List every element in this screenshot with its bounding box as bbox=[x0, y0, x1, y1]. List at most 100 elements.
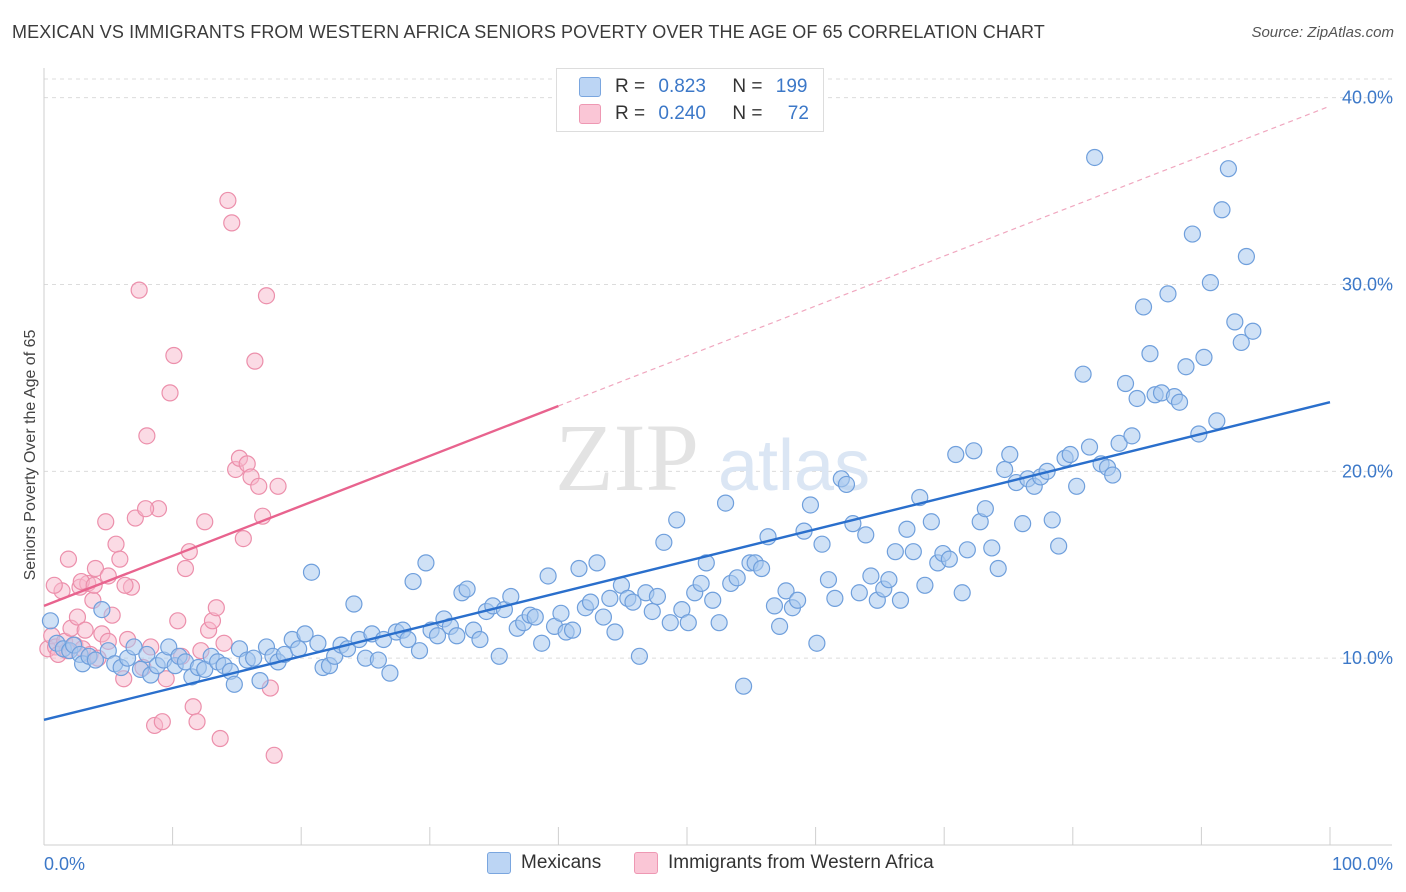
point-mexicans bbox=[643, 602, 661, 621]
point-mexicans bbox=[697, 554, 715, 572]
point-mexicans bbox=[777, 582, 795, 600]
legend-n-value: 72 bbox=[787, 103, 809, 124]
point-mexicans bbox=[369, 651, 387, 669]
point-western-africa bbox=[219, 191, 237, 210]
point-mexicans bbox=[765, 597, 784, 615]
point-mexicans bbox=[1244, 322, 1262, 340]
watermark-atlas: atlas bbox=[718, 426, 870, 506]
point-mexicans bbox=[1232, 333, 1250, 352]
point-mexicans bbox=[570, 559, 588, 578]
point-western-africa bbox=[111, 550, 129, 568]
point-mexicans bbox=[770, 617, 789, 636]
point-mexicans bbox=[692, 574, 710, 593]
point-western-africa bbox=[76, 621, 94, 639]
legend-label-western-africa: Immigrants from Western Africa bbox=[668, 852, 934, 873]
point-mexicans bbox=[251, 671, 269, 690]
point-mexicans bbox=[601, 589, 619, 607]
trend-extension-western-africa bbox=[558, 105, 1331, 407]
point-mexicans bbox=[1141, 345, 1159, 363]
point-western-africa bbox=[45, 576, 63, 594]
point-mexicans bbox=[1237, 247, 1256, 266]
y-tick-label: 30.0% bbox=[1342, 275, 1393, 295]
point-mexicans bbox=[428, 627, 447, 645]
point-western-africa bbox=[153, 713, 171, 731]
point-western-africa bbox=[59, 550, 78, 568]
point-western-africa bbox=[165, 346, 183, 365]
point-mexicans bbox=[837, 475, 856, 494]
point-western-africa bbox=[184, 698, 202, 716]
point-mexicans bbox=[710, 614, 728, 632]
point-mexicans bbox=[1104, 466, 1122, 484]
point-mexicans bbox=[533, 634, 551, 652]
point-mexicans bbox=[976, 500, 994, 518]
legend-n-value: 199 bbox=[775, 76, 808, 97]
point-western-africa bbox=[97, 513, 115, 531]
point-mexicans bbox=[965, 442, 983, 460]
x-tick-label: 0.0% bbox=[44, 854, 85, 874]
data-points bbox=[39, 148, 1262, 764]
axes bbox=[43, 68, 1392, 846]
point-mexicans bbox=[996, 460, 1014, 479]
point-mexicans bbox=[826, 589, 844, 607]
y-tick-label: 20.0% bbox=[1342, 461, 1393, 481]
point-mexicans bbox=[1159, 285, 1177, 303]
point-western-africa bbox=[136, 500, 155, 518]
point-mexicans bbox=[381, 664, 399, 682]
legend-item-western-africa: Immigrants from Western Africa bbox=[634, 852, 934, 874]
point-western-africa bbox=[116, 576, 134, 594]
point-mexicans bbox=[850, 584, 868, 602]
legend-n-label: N = bbox=[732, 103, 763, 124]
point-mexicans bbox=[448, 627, 466, 645]
point-mexicans bbox=[1110, 434, 1128, 452]
point-mexicans bbox=[862, 567, 880, 585]
legend-label-mexicans: Mexicans bbox=[521, 852, 602, 873]
point-mexicans bbox=[93, 600, 111, 619]
point-mexicans bbox=[404, 572, 422, 591]
point-mexicans bbox=[1061, 445, 1079, 464]
chart-title: MEXICAN VS IMMIGRANTS FROM WESTERN AFRIC… bbox=[12, 22, 1045, 42]
point-mexicans bbox=[588, 554, 606, 572]
point-mexicans bbox=[904, 543, 922, 561]
point-mexicans bbox=[953, 584, 971, 602]
point-mexicans bbox=[788, 591, 807, 609]
point-mexicans bbox=[1123, 427, 1141, 445]
point-western-africa bbox=[188, 713, 206, 731]
legend-swatch-pink bbox=[579, 104, 601, 124]
point-mexicans bbox=[752, 559, 771, 578]
point-mexicans bbox=[947, 445, 965, 464]
point-mexicans bbox=[922, 513, 940, 531]
point-mexicans bbox=[490, 647, 508, 665]
point-mexicans bbox=[309, 634, 327, 652]
legend-r-label: R = bbox=[615, 103, 646, 124]
y-axis-title: Seniors Poverty Over the Age of 65 bbox=[22, 330, 39, 581]
trend-lines bbox=[43, 105, 1331, 721]
point-mexicans bbox=[734, 677, 753, 695]
point-mexicans bbox=[1128, 389, 1146, 408]
point-mexicans bbox=[668, 511, 686, 529]
point-mexicans bbox=[857, 526, 875, 544]
point-western-africa bbox=[161, 384, 179, 402]
legend-swatch-blue bbox=[487, 852, 511, 874]
point-mexicans bbox=[594, 608, 613, 626]
point-mexicans bbox=[1001, 445, 1019, 464]
point-mexicans bbox=[624, 593, 642, 611]
point-mexicans bbox=[302, 563, 321, 581]
legend-row-western-africa: R = 0.240 N = 72 bbox=[579, 103, 809, 125]
point-western-africa bbox=[68, 608, 87, 626]
point-mexicans bbox=[539, 567, 557, 585]
point-mexicans bbox=[345, 595, 363, 613]
point-mexicans bbox=[679, 614, 697, 632]
point-mexicans bbox=[1195, 348, 1213, 366]
point-mexicans bbox=[801, 496, 820, 514]
point-western-africa bbox=[169, 612, 187, 630]
point-mexicans bbox=[648, 587, 667, 606]
trend-line-mexicans bbox=[43, 401, 1331, 721]
point-mexicans bbox=[471, 630, 489, 649]
y-tick-labels: 10.0% 20.0% 30.0% 40.0% bbox=[1342, 88, 1393, 668]
legend-r-value: 0.240 bbox=[658, 103, 706, 124]
point-mexicans bbox=[563, 621, 582, 639]
point-mexicans bbox=[1086, 148, 1104, 167]
point-western-africa bbox=[269, 477, 287, 495]
point-western-africa bbox=[211, 729, 229, 748]
